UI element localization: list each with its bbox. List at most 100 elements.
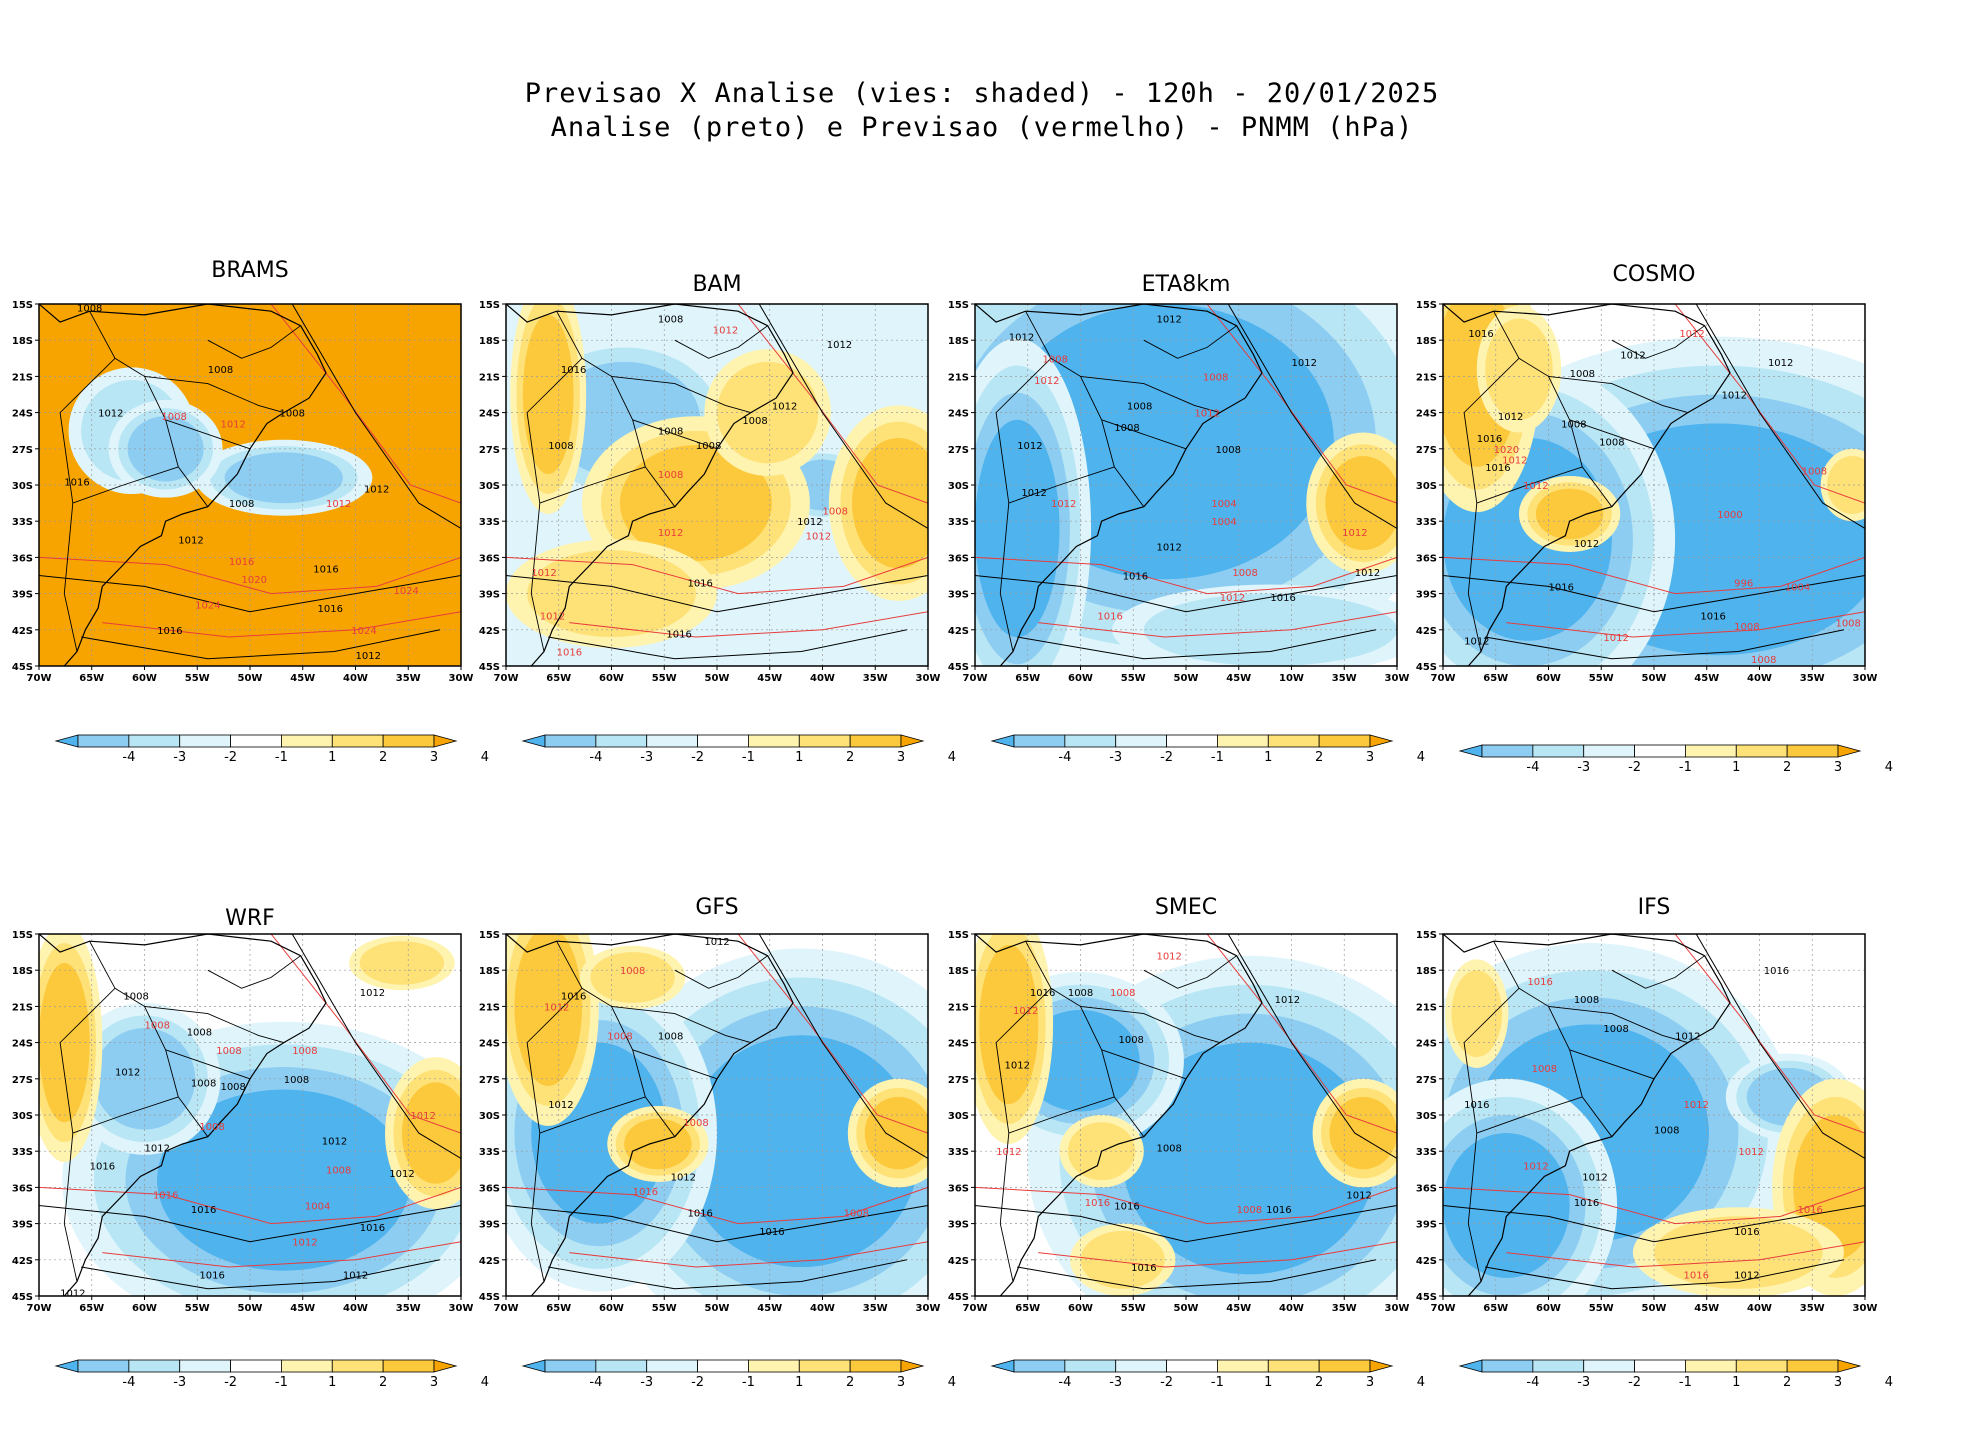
colorbar-bin — [128, 1359, 181, 1373]
lon-label: 70W — [1431, 673, 1456, 684]
lon-label: 50W — [1642, 1303, 1667, 1314]
forecast-contour-label: 1008 — [1232, 568, 1257, 579]
colorbar-bin — [1532, 1359, 1585, 1373]
forecast-isobar — [39, 1186, 461, 1225]
forecast-contour-label: 1016 — [229, 557, 254, 568]
colorbar-bin — [230, 1359, 282, 1373]
lon-label: 40W — [810, 1303, 835, 1314]
forecast-contour-label: 1016 — [1684, 1270, 1709, 1281]
lon-label: 55W — [652, 673, 677, 684]
country-border — [1143, 325, 1237, 359]
panel-title-bam: BAM — [692, 272, 742, 297]
lat-label: 21S — [12, 1002, 33, 1013]
lat-label: 30S — [479, 1111, 500, 1122]
colorbar-bin — [179, 1359, 231, 1373]
lon-label: 55W — [1121, 673, 1146, 684]
lat-label: 24S — [479, 409, 500, 420]
analysis-contour-label: 1012 — [827, 340, 852, 351]
analysis-contour-label: 1016 — [759, 1227, 784, 1238]
country-border — [165, 1049, 251, 1080]
colorbar-max-triangle — [900, 1359, 925, 1373]
colorbar-label: -1 — [1211, 750, 1224, 765]
analysis-contour-label: 1016 — [157, 626, 182, 637]
analysis-contour-label: 1008 — [658, 427, 683, 438]
lat-label: 30S — [1416, 1111, 1437, 1122]
country-border — [611, 1005, 751, 1044]
colorbar-label: -4 — [122, 1375, 135, 1390]
colorbar-bin — [798, 1359, 851, 1373]
forecast-contour-label: 1008 — [1237, 1205, 1262, 1216]
country-border — [556, 310, 676, 507]
forecast-contour-label: 1008 — [161, 412, 186, 423]
lat-label: 27S — [1416, 1075, 1437, 1086]
colorbar-bin — [1064, 1359, 1117, 1373]
lat-label: 45S — [12, 1292, 33, 1303]
forecast-contour-label: 1012 — [996, 1147, 1021, 1158]
colorbar-label: -2 — [224, 1375, 237, 1390]
analysis-contour-label: 1016 — [313, 564, 338, 575]
lat-label: 27S — [1416, 445, 1437, 456]
forecast-isobar — [975, 556, 1397, 595]
country-border — [1101, 419, 1187, 450]
country-border — [207, 955, 301, 989]
colorbar-label: 1 — [795, 750, 803, 765]
lon-label: 65W — [1483, 673, 1508, 684]
panel-title-brams: BRAMS — [211, 258, 289, 283]
analysis-contour-label: 1012 — [1346, 1191, 1371, 1202]
lat-label: 33S — [12, 1147, 33, 1158]
forecast-contour-label: 1012 — [1156, 952, 1181, 963]
analysis-contour-label: 1016 — [64, 477, 89, 488]
bias-shade — [1080, 1230, 1165, 1289]
forecast-contour-label: 1008 — [1203, 372, 1228, 383]
forecast-contour-label: 1008 — [326, 1165, 351, 1176]
lon-label: 50W — [1174, 673, 1199, 684]
bias-shade — [852, 437, 928, 569]
analysis-contour-label: 1012 — [364, 485, 389, 496]
analysis-contour-label: 1008 — [123, 992, 148, 1003]
colorbar-min-triangle — [521, 734, 546, 748]
lat-label: 21S — [479, 372, 500, 383]
forecast-contour-label: 1012 — [1502, 456, 1527, 467]
lon-label: 30W — [1853, 1303, 1878, 1314]
lat-label: 42S — [479, 1256, 500, 1267]
country-border — [1025, 940, 1145, 1137]
lat-label: 33S — [1416, 517, 1437, 528]
lat-label: 24S — [948, 1039, 969, 1050]
analysis-contour-label: 1016 — [1764, 966, 1789, 977]
country-border — [995, 987, 1052, 1282]
colorbar-bin — [849, 734, 902, 748]
lon-label: 60W — [1536, 1303, 1561, 1314]
analysis-isobar — [548, 629, 908, 660]
country-border — [144, 375, 284, 414]
colorbar-label: -1 — [742, 750, 755, 765]
lon-label: 35W — [396, 1303, 421, 1314]
forecast-contour-label: 996 — [1734, 579, 1753, 590]
panel-title-ifs: IFS — [1637, 895, 1671, 920]
forecast-contour-label: 1016 — [633, 1187, 658, 1198]
analysis-contour-label: 1008 — [284, 1075, 309, 1086]
analysis-contour-label: 1016 — [1131, 1263, 1156, 1274]
lon-label: 35W — [396, 673, 421, 684]
analysis-isobar — [1227, 304, 1397, 529]
analysis-contour-label: 1008 — [1118, 1035, 1143, 1046]
lon-label: 35W — [1332, 1303, 1357, 1314]
country-border — [89, 940, 209, 1137]
lon-label: 70W — [963, 1303, 988, 1314]
map-smec: 1016 1008 1012 1008 1012 1008 1016 1016 1012 1016… — [948, 930, 1410, 1314]
lat-label: 42S — [1416, 1256, 1437, 1267]
panel-title-gfs: GFS — [695, 895, 739, 920]
lat-label: 33S — [948, 1147, 969, 1158]
analysis-contour-label: 1016 — [1468, 329, 1493, 340]
colorbar-label: 1 — [1264, 750, 1272, 765]
forecast-isobar — [737, 934, 928, 1134]
lat-label: 36S — [479, 553, 500, 564]
bias-shade — [624, 1118, 692, 1170]
colorbar-bin — [331, 1359, 384, 1373]
map-brams: 1008 1008 1012 1008 1016 1008 1012 1012 1016 1016… — [12, 300, 474, 684]
analysis-contour-label: 1012 — [322, 1136, 347, 1147]
country-border — [72, 466, 179, 504]
bias-shade — [1329, 1096, 1397, 1170]
analysis-isobar — [975, 1205, 1397, 1243]
lon-label: 60W — [1068, 673, 1093, 684]
analysis-contour-label: 1012 — [1156, 543, 1181, 554]
